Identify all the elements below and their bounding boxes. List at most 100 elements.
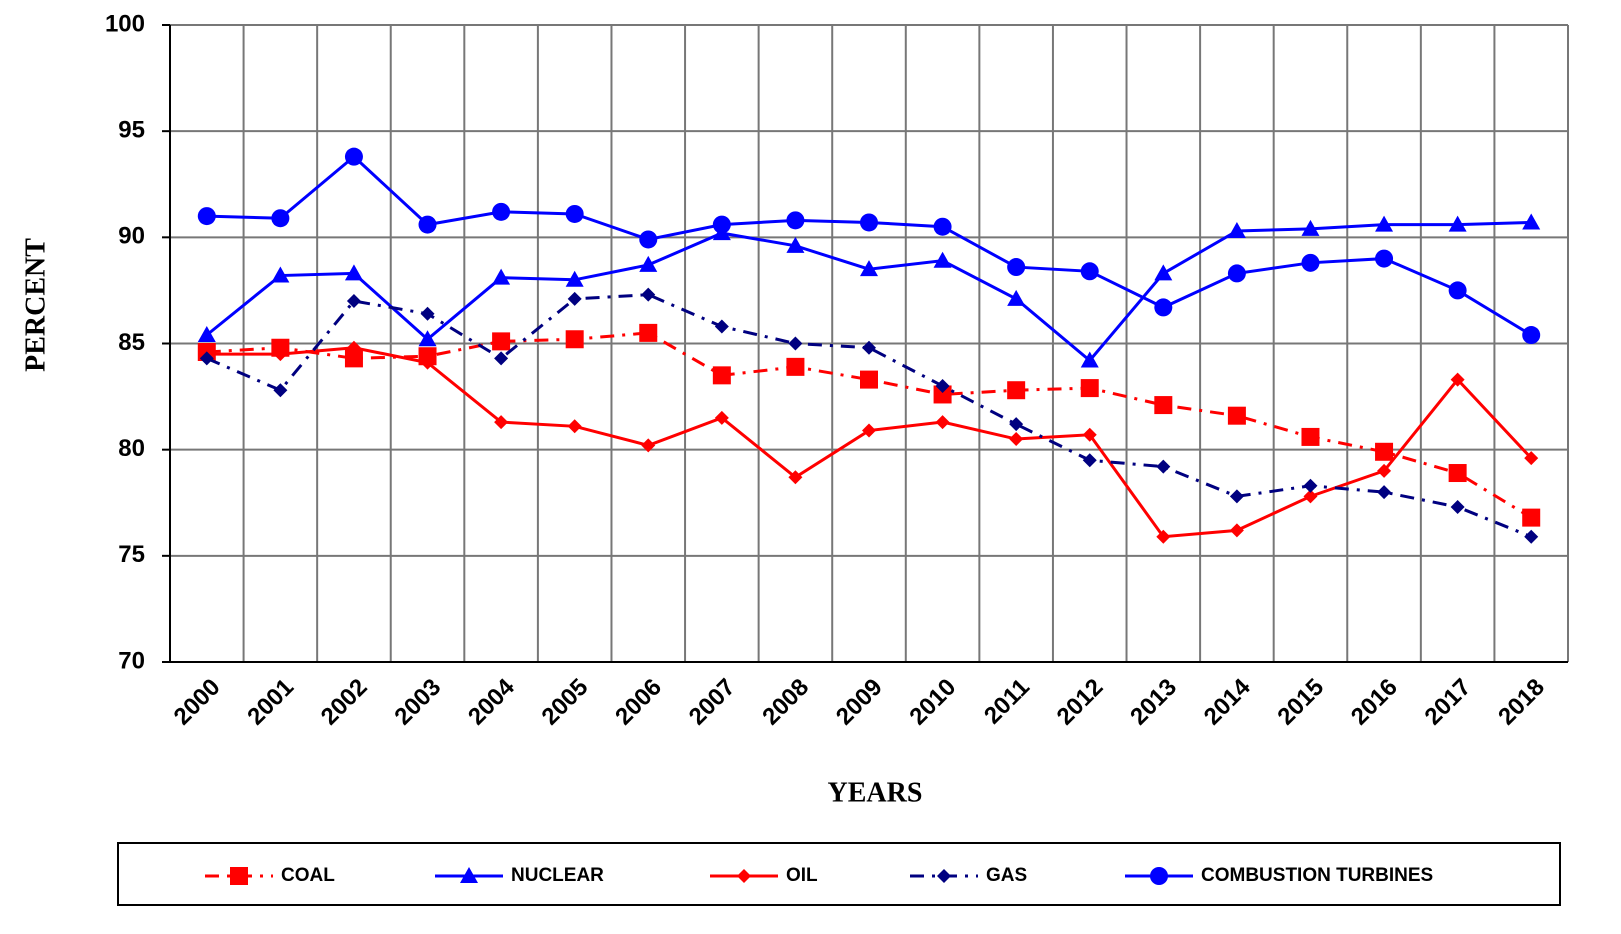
marker bbox=[420, 306, 435, 321]
series-line bbox=[206, 293, 1532, 539]
marker bbox=[1301, 219, 1320, 236]
marker bbox=[492, 202, 511, 221]
marker bbox=[1082, 427, 1097, 442]
x-tick-label: 2005 bbox=[537, 674, 594, 731]
x-tick-label: 2002 bbox=[316, 674, 373, 731]
series-line bbox=[206, 154, 1532, 337]
marker bbox=[786, 236, 805, 253]
y-tick-label: 70 bbox=[118, 647, 145, 674]
y-tick-label: 85 bbox=[118, 329, 145, 356]
marker bbox=[494, 415, 509, 430]
x-tick-label: 2007 bbox=[684, 674, 741, 731]
y-tick-label: 95 bbox=[118, 117, 145, 144]
marker bbox=[860, 260, 878, 277]
marker bbox=[418, 215, 437, 234]
marker bbox=[1450, 372, 1465, 387]
marker bbox=[1229, 489, 1244, 504]
marker bbox=[1227, 406, 1246, 425]
marker bbox=[197, 207, 216, 226]
x-tick-label: 2008 bbox=[757, 674, 814, 731]
marker bbox=[1154, 298, 1173, 317]
x-tick-label: 2018 bbox=[1493, 674, 1550, 731]
x-tick-label: 2001 bbox=[242, 674, 299, 731]
x-tick-label: 2009 bbox=[831, 674, 888, 731]
marker bbox=[494, 351, 509, 366]
marker bbox=[1522, 326, 1541, 345]
legend-label: NUCLEAR bbox=[511, 865, 604, 886]
marker bbox=[346, 340, 361, 355]
marker bbox=[199, 351, 214, 366]
marker bbox=[565, 330, 584, 349]
marker bbox=[933, 251, 952, 268]
marker bbox=[641, 287, 656, 302]
marker bbox=[1522, 213, 1541, 230]
marker bbox=[346, 294, 361, 309]
marker bbox=[1007, 258, 1026, 277]
marker bbox=[712, 366, 731, 385]
marker bbox=[567, 419, 582, 434]
x-tick-label: 2013 bbox=[1125, 674, 1182, 731]
marker bbox=[1156, 459, 1171, 474]
marker bbox=[1375, 215, 1394, 232]
marker bbox=[933, 217, 952, 236]
marker bbox=[1301, 427, 1320, 446]
x-tick-label: 2017 bbox=[1420, 674, 1477, 731]
x-tick-label: 2015 bbox=[1272, 674, 1329, 731]
marker bbox=[1450, 499, 1465, 514]
marker bbox=[1082, 453, 1097, 468]
marker bbox=[1229, 523, 1244, 538]
marker bbox=[935, 415, 950, 430]
x-tick-label: 2012 bbox=[1052, 674, 1109, 731]
y-tick-label: 90 bbox=[118, 223, 145, 250]
marker bbox=[1375, 249, 1394, 268]
marker bbox=[1375, 442, 1394, 461]
marker bbox=[271, 209, 290, 228]
marker bbox=[788, 336, 803, 351]
marker bbox=[1524, 529, 1539, 544]
x-tick-label: 2010 bbox=[904, 674, 961, 731]
marker bbox=[714, 319, 729, 334]
marker bbox=[1301, 253, 1320, 272]
marker bbox=[862, 340, 876, 355]
marker bbox=[641, 438, 656, 453]
marker bbox=[1303, 478, 1318, 493]
x-tick-label: 2004 bbox=[463, 673, 520, 730]
marker bbox=[1448, 281, 1467, 300]
marker bbox=[1448, 464, 1467, 483]
y-tick-label: 75 bbox=[118, 541, 145, 568]
marker bbox=[1154, 396, 1173, 415]
marker bbox=[420, 355, 435, 370]
marker bbox=[344, 264, 363, 281]
marker bbox=[1522, 508, 1541, 527]
marker bbox=[1080, 379, 1099, 398]
marker bbox=[344, 349, 363, 368]
marker bbox=[1009, 432, 1024, 447]
marker bbox=[937, 869, 951, 883]
marker bbox=[1448, 215, 1467, 232]
marker bbox=[1227, 221, 1246, 238]
marker bbox=[418, 330, 437, 347]
marker bbox=[1080, 351, 1099, 368]
marker bbox=[712, 215, 731, 234]
marker bbox=[1303, 489, 1318, 504]
legend-label: GAS bbox=[986, 865, 1027, 886]
marker bbox=[639, 323, 658, 342]
legend-label: COMBUSTION TURBINES bbox=[1201, 865, 1433, 886]
marker bbox=[197, 326, 216, 343]
marker bbox=[1154, 264, 1173, 281]
series-line bbox=[205, 220, 1532, 363]
legend-box bbox=[117, 842, 1561, 906]
marker bbox=[565, 270, 584, 287]
marker bbox=[639, 230, 658, 249]
marker bbox=[567, 291, 582, 306]
marker bbox=[230, 867, 248, 885]
marker bbox=[786, 211, 805, 230]
x-tick-label: 2000 bbox=[169, 674, 226, 731]
marker bbox=[1377, 485, 1392, 500]
marker bbox=[460, 867, 478, 883]
x-tick-label: 2016 bbox=[1346, 674, 1403, 731]
x-tick-label: 2003 bbox=[389, 674, 446, 731]
marker bbox=[933, 385, 952, 404]
marker bbox=[273, 347, 288, 362]
